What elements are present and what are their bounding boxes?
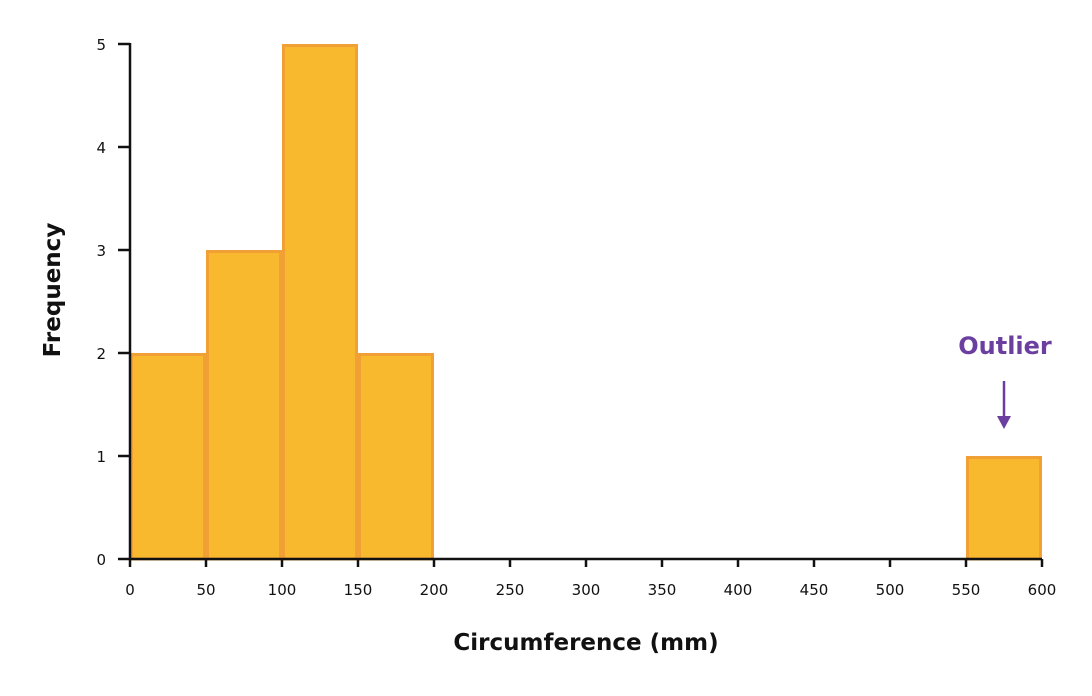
x-tick-label: 50 xyxy=(196,581,215,599)
arrowhead-icon xyxy=(997,416,1011,429)
histogram-bar-550-600 xyxy=(966,456,1042,561)
histogram-bar-100-150 xyxy=(282,44,358,561)
x-axis-ticks: 0 50 100 150 200 250 300 350 400 450 500 550 600 xyxy=(125,559,1056,599)
outlier-label: Outlier xyxy=(958,332,1052,360)
y-axis-title: Frequency xyxy=(40,223,66,358)
x-axis-title: Circumference (mm) xyxy=(453,630,718,656)
y-axis-ticks: 0 1 2 3 4 5 xyxy=(96,36,130,569)
x-tick-label: 250 xyxy=(496,581,525,599)
outlier-annotation: Outlier xyxy=(958,332,1052,429)
y-tick-label: 2 xyxy=(96,345,106,363)
histogram-bar-50-100 xyxy=(206,250,282,561)
histogram-bar-150-200 xyxy=(358,353,434,561)
x-tick-label: 450 xyxy=(800,581,829,599)
histogram-bars xyxy=(130,44,1042,561)
y-tick-label: 1 xyxy=(96,448,106,466)
x-tick-label: 600 xyxy=(1028,581,1057,599)
y-tick-label: 0 xyxy=(96,551,106,569)
x-tick-label: 100 xyxy=(268,581,297,599)
x-tick-label: 400 xyxy=(724,581,753,599)
histogram-bar-0-50 xyxy=(130,353,206,561)
x-tick-label: 200 xyxy=(420,581,449,599)
x-tick-label: 550 xyxy=(952,581,981,599)
y-tick-label: 3 xyxy=(96,242,106,260)
x-tick-label: 0 xyxy=(125,581,135,599)
x-tick-label: 300 xyxy=(572,581,601,599)
y-tick-label: 5 xyxy=(96,36,106,54)
x-tick-label: 350 xyxy=(648,581,677,599)
x-tick-label: 150 xyxy=(344,581,373,599)
y-tick-label: 4 xyxy=(96,139,106,157)
x-tick-label: 500 xyxy=(876,581,905,599)
